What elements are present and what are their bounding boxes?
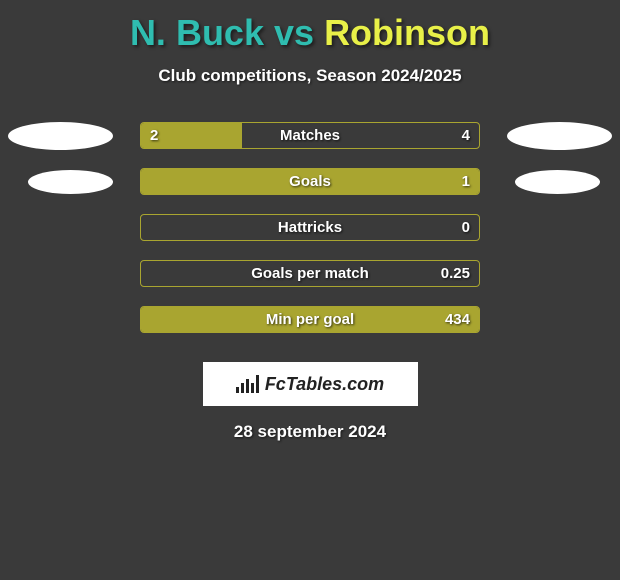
stat-value-left: 2 xyxy=(150,122,158,149)
stat-value-right: 4 xyxy=(462,122,470,149)
team-badge-left xyxy=(28,170,113,194)
stat-value-right: 0.25 xyxy=(441,260,470,287)
fctables-logo[interactable]: FcTables.com xyxy=(203,362,418,406)
team-badge-left xyxy=(8,122,113,150)
stat-row: Matches2 4 xyxy=(0,122,620,168)
player2-name: Robinson xyxy=(324,12,490,53)
stat-row: Min per goal434 xyxy=(0,306,620,352)
stat-row: Goals1 xyxy=(0,168,620,214)
stat-label: Goals per match xyxy=(141,261,479,286)
stat-row: Hattricks0 xyxy=(0,214,620,260)
vs-text: vs xyxy=(274,12,314,53)
bar-fill-left xyxy=(141,307,479,332)
stat-value-right: 434 xyxy=(445,306,470,333)
player1-name: N. Buck xyxy=(130,12,264,53)
bar-track: Matches xyxy=(140,122,480,149)
comparison-chart: Matches24Goals1Hattricks0Goals per match… xyxy=(0,122,620,352)
stat-value-right: 1 xyxy=(462,168,470,195)
bar-fill-left xyxy=(141,169,479,194)
page-title: N. Buck vs Robinson xyxy=(0,0,620,54)
stat-value-right: 0 xyxy=(462,214,470,241)
subtitle: Club competitions, Season 2024/2025 xyxy=(0,66,620,86)
bar-track: Goals xyxy=(140,168,480,195)
bar-track: Min per goal xyxy=(140,306,480,333)
bar-track: Hattricks xyxy=(140,214,480,241)
bar-track: Goals per match xyxy=(140,260,480,287)
logo-text: FcTables.com xyxy=(265,374,384,395)
stat-label: Hattricks xyxy=(141,215,479,240)
date-line: 28 september 2024 xyxy=(0,422,620,442)
team-badge-right xyxy=(507,122,612,150)
stat-row: Goals per match0.25 xyxy=(0,260,620,306)
bars-icon xyxy=(236,375,259,393)
team-badge-right xyxy=(515,170,600,194)
